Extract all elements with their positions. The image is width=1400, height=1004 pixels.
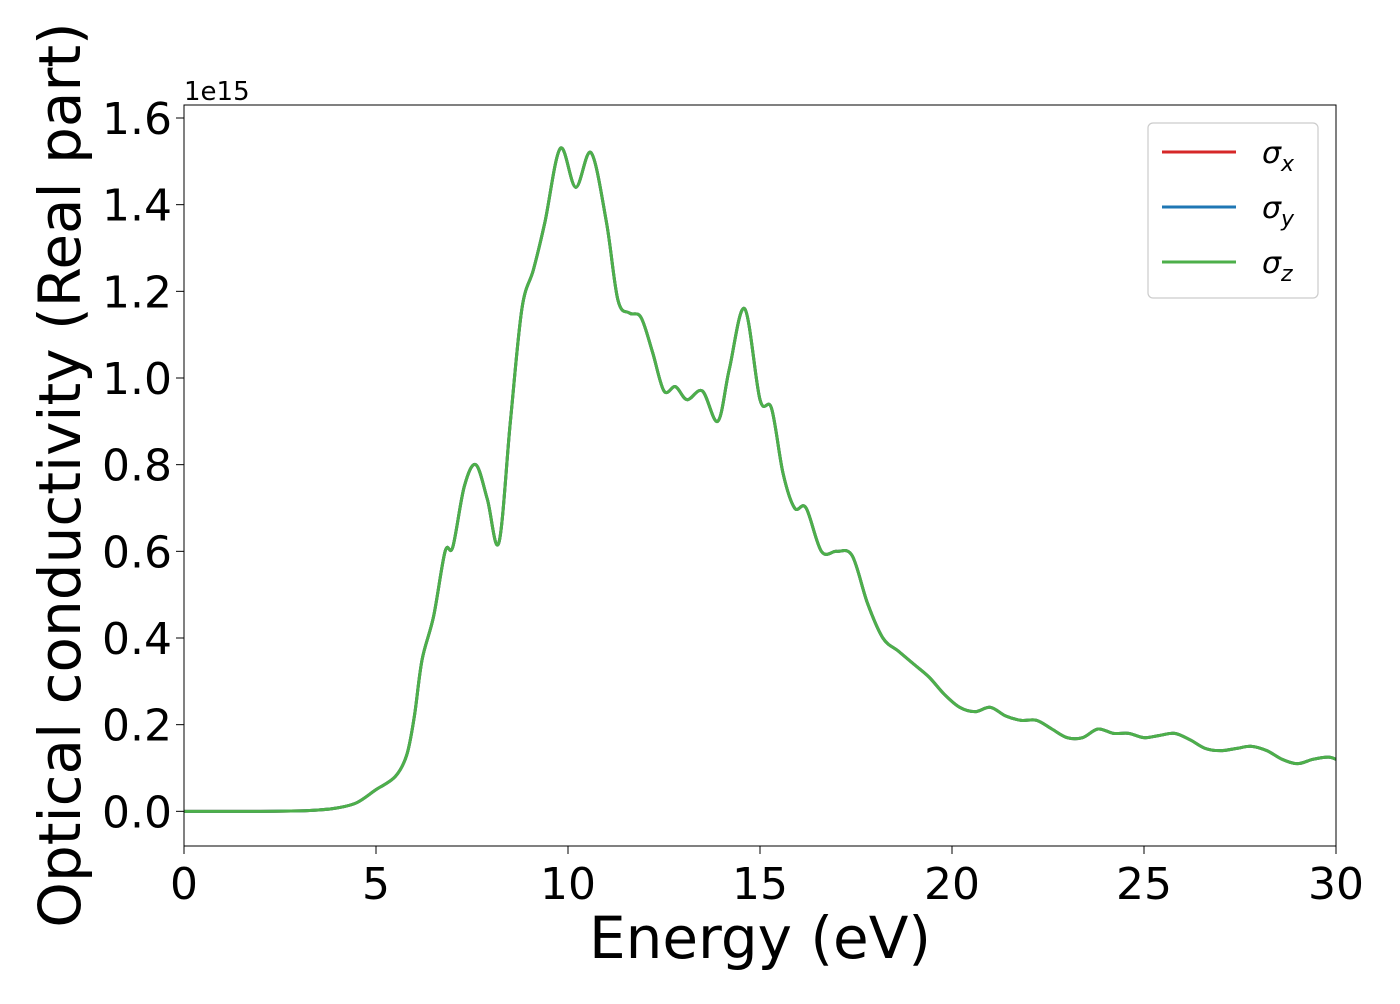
y-tick: 0.2 [102,701,184,752]
y-tick-label: 0.8 [102,441,172,492]
series-line-3 [184,146,1336,813]
legend-label: σz [1262,246,1293,287]
plot-area [184,105,1336,846]
y-tick: 1.2 [102,267,184,318]
x-tick: 5 [362,846,390,910]
y-tick-label: 1.4 [102,181,172,232]
y-tick: 1.0 [102,354,184,405]
plot-frame [183,104,1337,847]
y-tick-label: 0.4 [102,614,172,665]
legend-box [1147,122,1319,299]
x-tick: 30 [1308,846,1364,910]
y-axis-label: Optical conductivity (Real part) [26,22,94,927]
x-tick-label: 25 [1116,859,1172,910]
x-tick-label: 0 [170,859,198,910]
x-tick: 25 [1116,846,1172,910]
y-tick: 1.4 [102,181,184,232]
y-tick-label: 0.0 [102,787,172,838]
y-tick: 1.6 [102,94,184,145]
x-tick: 10 [540,846,596,910]
y-tick-label: 0.6 [102,527,172,578]
x-axis-label: Energy (eV) [589,904,931,972]
legend-item: σy [1162,191,1295,232]
x-tick-label: 15 [732,859,788,910]
legend-item: σx [1162,136,1295,177]
y-tick: 0.4 [102,614,184,665]
y-tick: 0.8 [102,441,184,492]
legend-items: σx σy σz [1162,136,1295,287]
x-tick-label: 20 [924,859,980,910]
y-tick-label: 1.2 [102,267,172,318]
x-tick-label: 5 [362,859,390,910]
legend-item: σz [1162,246,1293,287]
y-axis-ticks: 0.0 0.2 0.4 0.6 0.8 1.0 1.2 1.4 1.6 [102,94,184,838]
legend-label: σx [1262,136,1295,177]
y-tick: 0.0 [102,787,184,838]
series-layer [184,146,1336,813]
x-tick-label: 10 [540,859,596,910]
y-tick-label: 1.0 [102,354,172,405]
x-tick-label: 30 [1308,859,1364,910]
legend-label: σy [1262,191,1295,232]
y-tick-label: 1.6 [102,94,172,145]
legend: σx σy σz [1147,122,1319,299]
x-tick: 15 [732,846,788,910]
x-tick: 20 [924,846,980,910]
y-tick-label: 0.2 [102,701,172,752]
y-offset-label: 1e15 [184,77,250,107]
x-axis-ticks: 0 5 10 15 20 25 30 [170,846,1364,910]
x-tick: 0 [170,846,198,910]
y-tick: 0.6 [102,527,184,578]
